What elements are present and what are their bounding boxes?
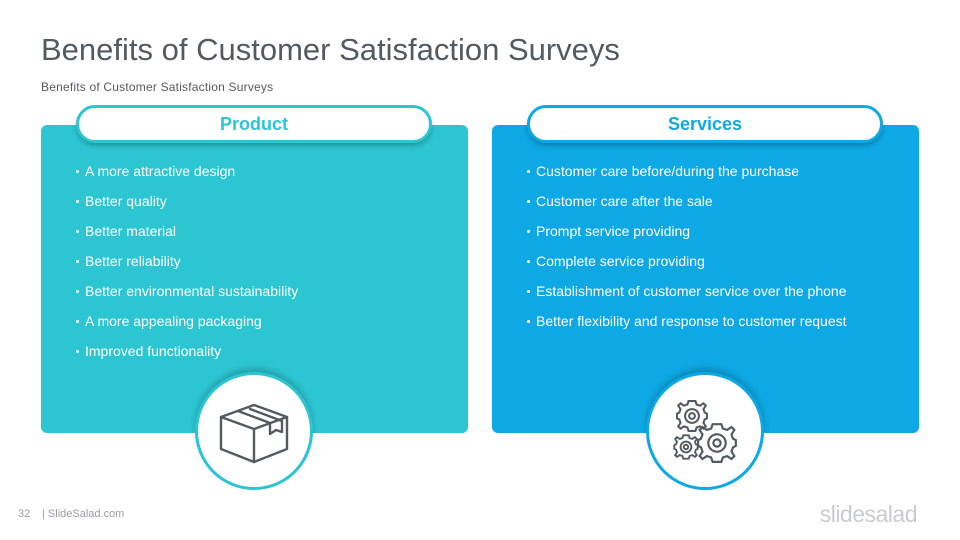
list-item-text: Complete service providing [536, 253, 705, 269]
product-list: A more attractive design Better quality … [76, 161, 298, 371]
bullet-icon [76, 200, 79, 203]
bullet-icon [527, 260, 530, 263]
bullet-icon [76, 350, 79, 353]
services-list: Customer care before/during the purchase… [527, 161, 847, 341]
product-header: Product [76, 105, 432, 143]
brand-logo: slidesalad [819, 501, 918, 527]
list-item: Better quality [76, 191, 298, 221]
list-item-text: Better reliability [85, 253, 181, 269]
list-item-text: Better flexibility and response to custo… [536, 313, 847, 329]
bullet-icon [527, 170, 530, 173]
list-item: Establishment of customer service over t… [527, 281, 847, 311]
bullet-icon [76, 170, 79, 173]
gears-icon [673, 400, 737, 463]
bullet-icon [76, 290, 79, 293]
list-item: Complete service providing [527, 251, 847, 281]
list-item-text: Improved functionality [85, 343, 222, 359]
list-item-text: Better environmental sustainability [85, 283, 299, 299]
list-item-text: Prompt service providing [536, 223, 691, 239]
list-item-text: Better material [85, 223, 177, 239]
list-item: Better material [76, 221, 298, 251]
bullet-icon [76, 230, 79, 233]
services-icon-badge [646, 372, 764, 490]
product-icon-badge [195, 372, 313, 490]
footer-site: | SlideSalad.com [42, 508, 125, 520]
list-item: Customer care after the sale [527, 191, 847, 221]
list-item-text: A more attractive design [85, 163, 236, 179]
list-item: Improved functionality [76, 341, 298, 371]
list-item-text: A more appealing packaging [85, 313, 262, 329]
bullet-icon [527, 200, 530, 203]
list-item: Better flexibility and response to custo… [527, 311, 847, 341]
list-item-text: Better quality [85, 193, 167, 209]
box-icon [219, 403, 289, 464]
list-item-text: Establishment of customer service over t… [536, 283, 847, 299]
page-subtitle: Benefits of Customer Satisfaction Survey… [41, 80, 274, 94]
bullet-icon [527, 230, 530, 233]
page-title: Benefits of Customer Satisfaction Survey… [41, 32, 620, 67]
page-number: 32 [18, 508, 31, 520]
list-item: A more attractive design [76, 161, 298, 191]
list-item: Customer care before/during the purchase [527, 161, 847, 191]
list-item: Better reliability [76, 251, 298, 281]
list-item: Prompt service providing [527, 221, 847, 251]
list-item: Better environmental sustainability [76, 281, 298, 311]
list-item-text: Customer care before/during the purchase [536, 163, 800, 179]
bullet-icon [76, 320, 79, 323]
list-item-text: Customer care after the sale [536, 193, 713, 209]
services-header: Services [527, 105, 883, 143]
bullet-icon [527, 320, 530, 323]
bullet-icon [76, 260, 79, 263]
bullet-icon [527, 290, 530, 293]
list-item: A more appealing packaging [76, 311, 298, 341]
